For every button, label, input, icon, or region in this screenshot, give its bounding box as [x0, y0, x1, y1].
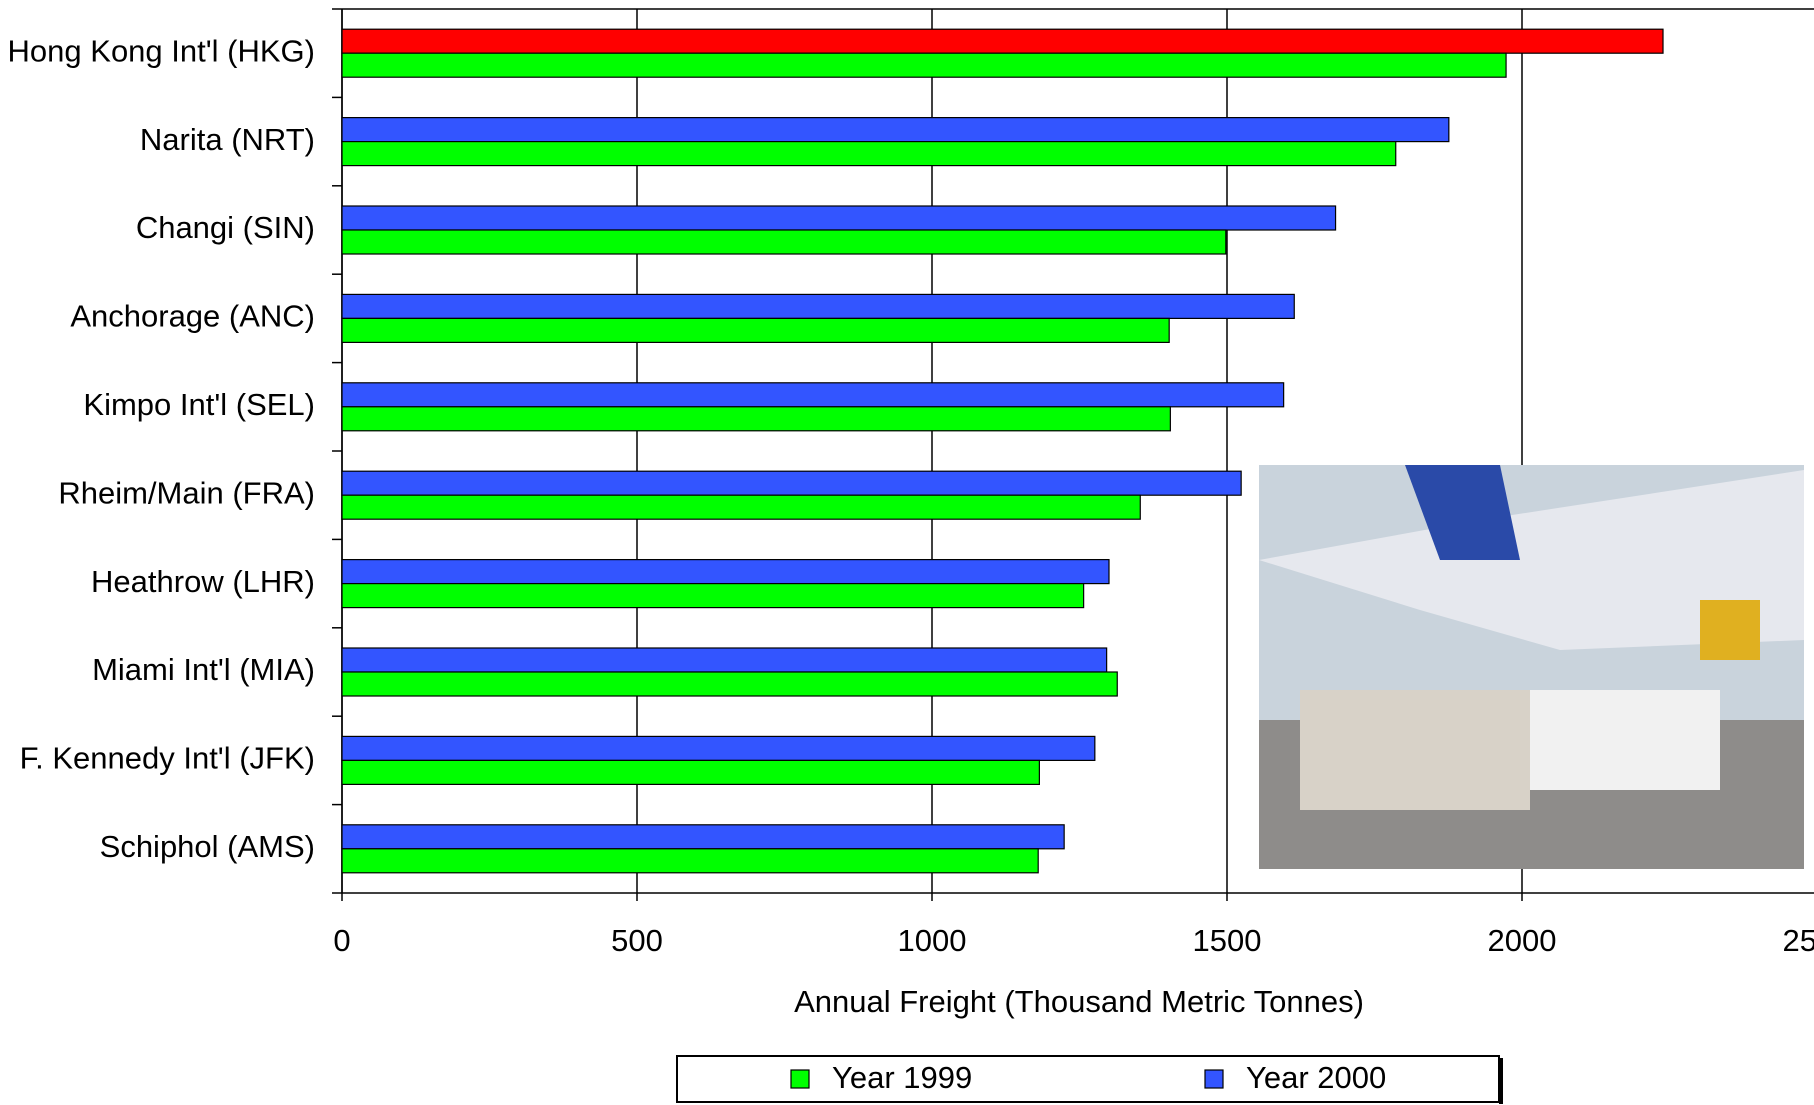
legend-label: Year 1999	[832, 1060, 972, 1095]
bar	[341, 494, 1141, 520]
bar	[341, 848, 1039, 874]
bar	[341, 293, 1295, 319]
x-tick-label: 2000	[1488, 923, 1557, 958]
bar	[341, 759, 1040, 786]
bar	[341, 52, 1507, 78]
photo-inset	[1259, 465, 1804, 869]
bar	[341, 205, 1337, 231]
photo-tail	[1405, 465, 1520, 560]
bar	[341, 470, 1242, 496]
photo-cargo	[1530, 690, 1720, 790]
bar	[341, 647, 1108, 673]
legend-box	[676, 1055, 1500, 1103]
y-tick-label: Rheim/Main (FRA)	[58, 475, 315, 510]
legend-swatch	[1204, 1069, 1224, 1089]
x-axis-title: Annual Freight (Thousand Metric Tonnes)	[794, 984, 1364, 1019]
x-tick-label: 2500	[1783, 923, 1814, 958]
bar	[341, 671, 1118, 697]
photo-plane	[1259, 470, 1804, 650]
y-tick-label: Miami Int'l (MIA)	[92, 652, 315, 687]
bar	[341, 229, 1227, 255]
bar	[341, 735, 1096, 762]
bar	[341, 406, 1171, 432]
x-tick-label: 1000	[898, 923, 967, 958]
bar	[341, 28, 1664, 54]
photo-cargo	[1300, 690, 1530, 810]
bar	[341, 141, 1397, 167]
legend-label: Year 2000	[1246, 1060, 1386, 1095]
x-tick-label: 1500	[1193, 923, 1262, 958]
y-tick-label: Heathrow (LHR)	[91, 564, 315, 599]
x-tick-label: 500	[611, 923, 663, 958]
y-tick-label: Schiphol (AMS)	[100, 829, 315, 864]
photo-loader	[1700, 600, 1760, 660]
y-tick-label: Anchorage (ANC)	[70, 299, 315, 334]
bar	[341, 116, 1450, 143]
y-tick-label: F. Kennedy Int'l (JFK)	[20, 741, 315, 776]
y-tick-label: Kimpo Int'l (SEL)	[83, 387, 315, 422]
bar	[341, 558, 1110, 585]
bar	[341, 317, 1170, 343]
y-tick-label: Narita (NRT)	[140, 122, 315, 157]
bar	[341, 582, 1085, 609]
y-tick-label: Changi (SIN)	[136, 210, 315, 245]
bar	[341, 382, 1285, 408]
legend-swatch	[790, 1069, 810, 1089]
y-tick-label: Hong Kong Int'l (HKG)	[8, 33, 315, 68]
x-tick-label: 0	[333, 923, 350, 958]
bar	[341, 824, 1065, 850]
